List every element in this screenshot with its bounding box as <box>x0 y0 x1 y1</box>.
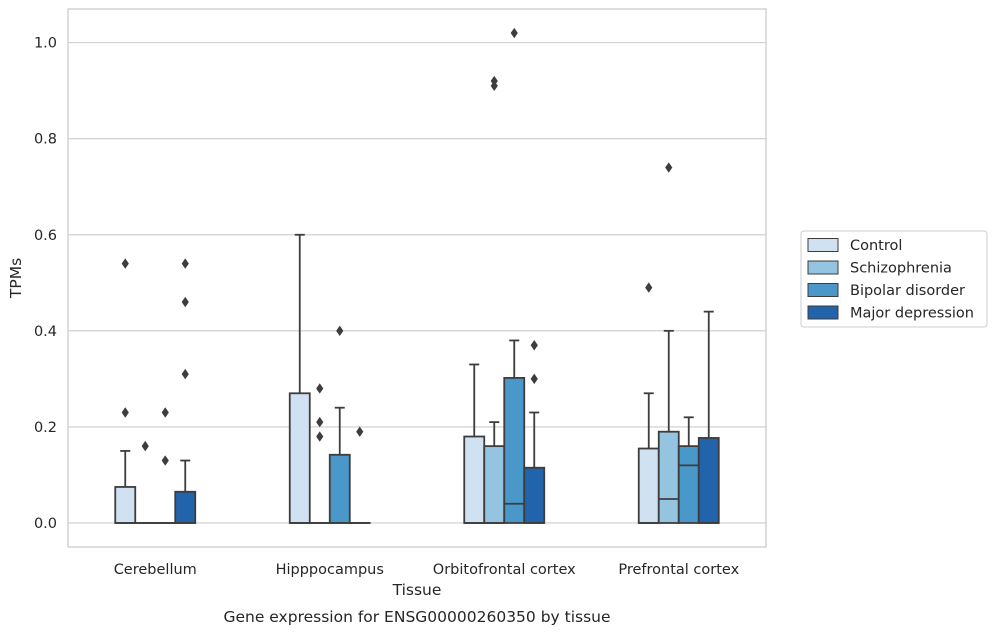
outlier-point <box>181 368 189 380</box>
outlier-point <box>181 296 189 308</box>
box-schizophrenia <box>134 440 157 524</box>
box-bipolar-disorder <box>503 27 526 524</box>
box-body <box>288 392 311 524</box>
outlier-point <box>121 407 129 418</box>
chart-caption: Gene expression for ENSG00000260350 by t… <box>223 608 610 626</box>
outlier-point <box>645 282 653 293</box>
box-body <box>483 445 506 524</box>
y-tick-labels: 0.0 0.2 0.4 0.6 0.8 1.0 <box>34 36 57 532</box>
box-schizophrenia <box>308 383 331 524</box>
box-body <box>657 430 680 524</box>
outlier-point <box>121 258 129 269</box>
outlier-point <box>665 162 673 173</box>
outlier-point <box>141 440 149 452</box>
legend-swatch <box>807 238 839 252</box>
x-tick-label: Prefrontal cortex <box>618 562 739 578</box>
outlier-point <box>161 407 169 418</box>
box-major-depression <box>697 310 720 524</box>
y-tick-label: 0.8 <box>34 132 57 148</box>
y-tick-label: 0.4 <box>34 324 57 340</box>
y-tick-label: 0.0 <box>34 516 57 532</box>
outlier-point <box>316 383 324 394</box>
box-schizophrenia <box>483 75 506 524</box>
box-schizophrenia <box>657 162 680 524</box>
outlier-point <box>181 258 189 269</box>
legend-label: Schizophrenia <box>850 261 952 277</box>
boxes <box>114 27 720 524</box>
box-body <box>677 445 700 524</box>
outlier-point <box>316 416 324 428</box>
outlier-point <box>161 455 169 466</box>
x-tick-labels: Cerebellum Hipppocampus Orbitofrontal cort… <box>114 562 740 578</box>
x-tick-label: Cerebellum <box>114 562 197 578</box>
box-body <box>697 437 720 524</box>
legend-label: Major depression <box>850 306 974 322</box>
x-axis-label: Tissue <box>392 581 442 599</box>
box-body <box>523 466 546 524</box>
y-tick-label: 1.0 <box>34 36 57 52</box>
box-body <box>114 486 137 524</box>
box-bipolar-disorder <box>677 416 700 524</box>
box-body <box>503 377 526 524</box>
box-control <box>463 363 486 524</box>
box-body <box>328 453 351 524</box>
legend-label: Bipolar disorder <box>850 283 965 299</box>
y-tick-label: 0.2 <box>34 420 57 436</box>
legend: Control Schizophrenia Bipolar disorder Majo… <box>800 230 988 328</box>
outlier-point <box>530 340 538 351</box>
outlier-point <box>316 431 324 442</box>
y-tick-label: 0.6 <box>34 228 57 244</box>
legend-label: Control <box>850 238 902 254</box>
box-body <box>174 490 197 524</box>
outlier-point <box>510 27 518 39</box>
box-body <box>463 435 486 524</box>
box-major-depression <box>523 340 546 524</box>
x-tick-label: Orbitofrontal cortex <box>433 562 576 578</box>
box-bipolar-disorder <box>328 325 351 524</box>
box-control <box>288 233 311 524</box>
outlier-point <box>490 75 498 87</box>
x-tick-label: Hipppocampus <box>276 562 384 578</box>
y-axis-label: TPMs <box>7 258 25 299</box>
box-control <box>114 258 137 524</box>
plot-frame <box>67 8 767 548</box>
box-control <box>637 282 660 524</box>
box-major-depression <box>174 258 197 524</box>
box-body <box>637 447 660 524</box>
legend-swatch <box>807 305 839 320</box>
outlier-point <box>356 426 364 437</box>
legend-swatch <box>807 260 839 275</box>
box-major-depression <box>348 426 371 524</box>
box-bipolar-disorder <box>154 407 177 524</box>
legend-swatch <box>807 283 839 297</box>
outlier-point <box>336 325 344 337</box>
legend-frame <box>800 230 988 328</box>
outlier-point <box>530 373 538 385</box>
